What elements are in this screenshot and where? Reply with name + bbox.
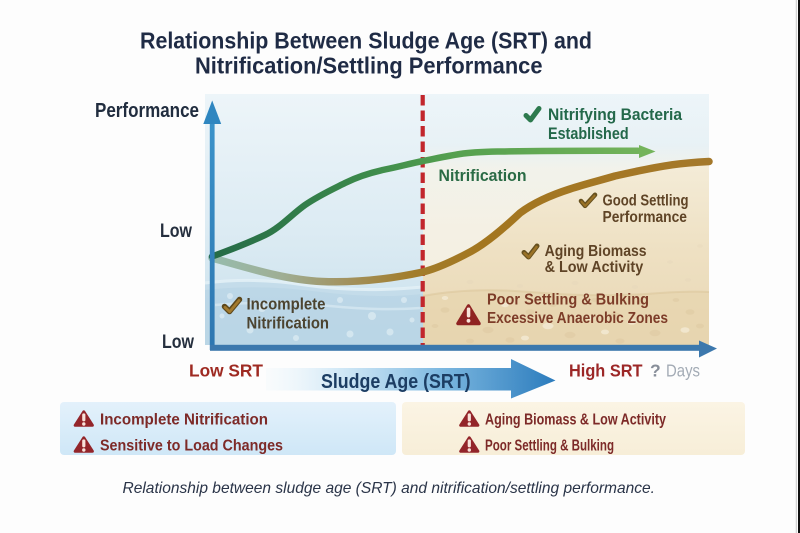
svg-text:Nitrification/Settling Perform: Nitrification/Settling Performance (195, 52, 543, 78)
svg-text:Relationship between sludge ag: Relationship between sludge age (SRT) an… (123, 480, 656, 497)
svg-text:Performance: Performance (95, 100, 199, 122)
svg-text:Nitrifying Bacteria: Nitrifying Bacteria (548, 106, 683, 124)
svg-text:Days: Days (666, 361, 700, 381)
svg-text:Poor Settling & Bulking: Poor Settling & Bulking (487, 291, 649, 308)
svg-text:High SRT: High SRT (569, 361, 643, 381)
svg-text:?: ? (650, 361, 661, 381)
svg-text:Incomplete Nitrification: Incomplete Nitrification (100, 412, 268, 429)
svg-text:Relationship Between Sludge Ag: Relationship Between Sludge Age (SRT) an… (140, 28, 592, 54)
svg-text:Nitrification: Nitrification (247, 314, 330, 332)
svg-text:Performance: Performance (603, 209, 688, 226)
svg-text:Low: Low (162, 331, 195, 353)
svg-text:Established: Established (548, 125, 629, 143)
svg-text:Aging Biomass: Aging Biomass (545, 243, 647, 260)
svg-text:Sludge Age (SRT): Sludge Age (SRT) (321, 371, 471, 393)
svg-text:Good Settling: Good Settling (603, 193, 689, 210)
svg-text:Nitrification: Nitrification (439, 166, 527, 185)
svg-text:Poor Settling & Bulking: Poor Settling & Bulking (485, 438, 614, 455)
svg-text:Low SRT: Low SRT (189, 361, 263, 381)
svg-text:Incomplete: Incomplete (247, 296, 326, 314)
svg-text:& Low Activity: & Low Activity (545, 259, 644, 276)
svg-text:Sensitive to Load Changes: Sensitive to Load Changes (100, 438, 283, 455)
svg-text:Low: Low (160, 220, 193, 242)
svg-text:Aging Biomass & Low Activity: Aging Biomass & Low Activity (485, 412, 666, 429)
svg-text:Excessive Anaerobic Zones: Excessive Anaerobic Zones (487, 310, 668, 327)
